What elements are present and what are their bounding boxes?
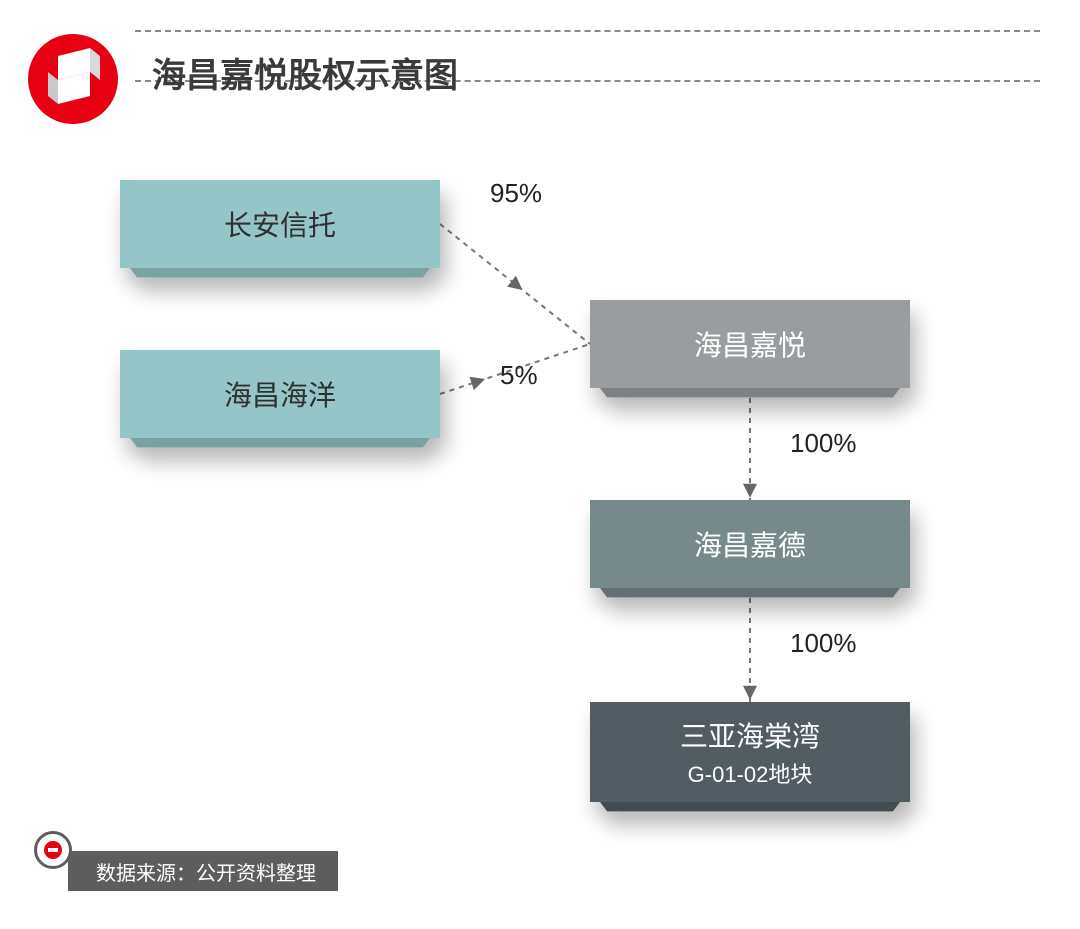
node-label: 海昌海洋 [224,374,336,414]
node-fold [600,802,900,811]
node-label: 海昌嘉德 [694,524,806,564]
node-jiade: 海昌嘉德 [590,500,910,588]
edge-label-jiayue-jiade: 100% [790,428,857,459]
edge-label-jiade-haitang: 100% [790,628,857,659]
node-label: 长安信托 [224,204,336,244]
node-fold [130,268,430,277]
source-label: 数据来源：公开资料整理 [96,857,316,886]
source-bar: 数据来源：公开资料整理 [68,851,338,891]
node-haitang: 三亚海棠湾G-01-02地块 [590,702,910,802]
edge-label-changan-jiayue: 95% [490,178,542,209]
node-sublabel: G-01-02地块 [688,757,813,789]
node-haiyang: 海昌海洋 [120,350,440,438]
page-title: 海昌嘉悦股权示意图 [152,48,458,97]
node-jiayue: 海昌嘉悦 [590,300,910,388]
header: 海昌嘉悦股权示意图 [0,0,1080,82]
node-fold [600,388,900,397]
brand-logo [28,34,118,124]
node-fold [600,588,900,597]
node-fold [130,438,430,447]
node-label: 海昌嘉悦 [694,324,806,364]
edge-arrow [470,372,488,390]
edge-arrow [743,484,757,498]
brand-logo-glyph [28,34,118,124]
source-badge-icon [34,831,72,869]
node-label: 三亚海棠湾 [680,715,820,755]
node-changan: 长安信托 [120,180,440,268]
edge-label-haiyang-jiayue: 5% [500,360,538,391]
edge-arrow [507,276,527,296]
edge-arrow [743,686,757,700]
diagram-canvas: 长安信托海昌海洋 海昌嘉悦海昌嘉德三亚海棠湾G-01-02地块 95% 5% 100% 1… [0,150,1080,850]
header-rule-top [135,30,1040,32]
